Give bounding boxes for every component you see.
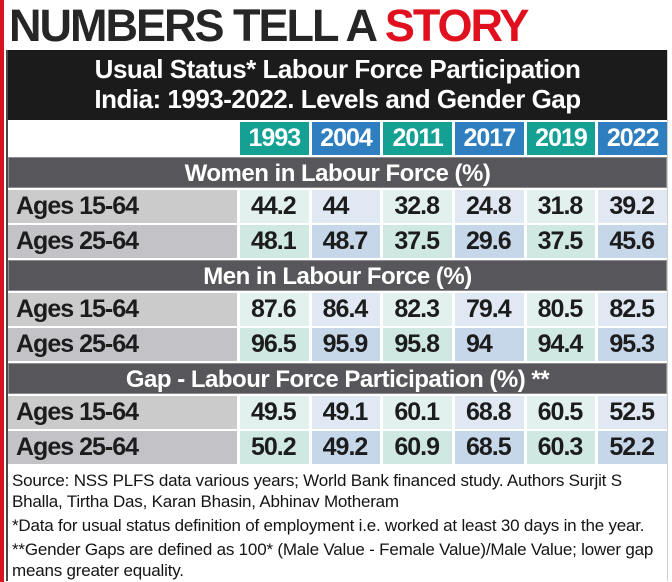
table-row-men-25-64: Ages 25-64 96.5 95.9 95.8 94 94.4 95.3 — [8, 328, 667, 361]
data-cell: 44.2 — [240, 190, 309, 223]
data-cell: 82.3 — [383, 293, 452, 326]
data-cell: 87.6 — [240, 293, 309, 326]
data-cell: 31.8 — [526, 190, 596, 223]
year-header-2019: 2019 — [526, 122, 596, 155]
row-label: Ages 25-64 — [8, 431, 237, 464]
data-cell: 29.6 — [454, 225, 524, 258]
table-title-line1: Usual Status* Labour Force Participation — [94, 54, 581, 84]
row-label: Ages 15-64 — [8, 396, 237, 429]
data-cell: 49.5 — [240, 396, 309, 429]
data-cell: 60.1 — [383, 396, 452, 429]
data-cell: 52.5 — [598, 396, 667, 429]
infographic-box: Usual Status* Labour Force Participation… — [6, 50, 668, 581]
year-header-2022: 2022 — [598, 122, 667, 155]
table-title-band: Usual Status* Labour Force Participation… — [8, 50, 667, 120]
row-label: Ages 25-64 — [8, 328, 237, 361]
data-cell: 49.2 — [311, 431, 381, 464]
row-label: Ages 25-64 — [8, 225, 237, 258]
data-cell: 44 — [311, 190, 381, 223]
row-label: Ages 15-64 — [8, 190, 237, 223]
year-header-2017: 2017 — [454, 122, 524, 155]
data-cell: 45.6 — [598, 225, 667, 258]
data-cell: 86.4 — [311, 293, 381, 326]
data-cell: 96.5 — [240, 328, 309, 361]
data-cell: 60.3 — [526, 431, 596, 464]
data-cell: 68.8 — [454, 396, 524, 429]
year-header-2011: 2011 — [383, 122, 452, 155]
table-row-women-25-64: Ages 25-64 48.1 48.7 37.5 29.6 37.5 45.6 — [8, 225, 667, 258]
section-header-women: Women in Labour Force (%) — [8, 157, 667, 188]
page-title-accent: STORY — [384, 0, 530, 51]
data-cell: 48.1 — [240, 225, 309, 258]
section-header-gap: Gap - Labour Force Participation (%) ** — [8, 363, 667, 394]
data-cell: 24.8 — [454, 190, 524, 223]
table-row-gap-25-64: Ages 25-64 50.2 49.2 60.9 68.5 60.3 52.2 — [8, 431, 667, 464]
data-cell: 94.4 — [526, 328, 596, 361]
data-cell: 50.2 — [240, 431, 309, 464]
data-cell: 60.9 — [383, 431, 452, 464]
data-cell: 79.4 — [454, 293, 524, 326]
data-cell: 49.1 — [311, 396, 381, 429]
table-row-women-15-64: Ages 15-64 44.2 44 32.8 24.8 31.8 39.2 — [8, 190, 667, 223]
footnotes: Source: NSS PLFS data various years; Wor… — [8, 464, 667, 581]
data-cell: 80.5 — [526, 293, 596, 326]
data-cell: 95.9 — [311, 328, 381, 361]
year-header-1993: 1993 — [240, 122, 309, 155]
data-cell: 95.8 — [383, 328, 452, 361]
data-cell: 82.5 — [598, 293, 667, 326]
data-cell: 37.5 — [383, 225, 452, 258]
data-cell: 52.2 — [598, 431, 667, 464]
page-title: NUMBERS TELL A STORY — [0, 0, 672, 50]
data-cell: 68.5 — [454, 431, 524, 464]
data-cell: 48.7 — [311, 225, 381, 258]
data-cell: 95.3 — [598, 328, 667, 361]
data-cell: 39.2 — [598, 190, 667, 223]
year-header-spacer — [8, 122, 237, 155]
table-row-gap-15-64: Ages 15-64 49.5 49.1 60.1 68.8 60.5 52.5 — [8, 396, 667, 429]
source-note: Source: NSS PLFS data various years; Wor… — [12, 471, 622, 511]
data-cell: 37.5 — [526, 225, 596, 258]
year-header-row: 1993 2004 2011 2017 2019 2022 — [8, 122, 667, 155]
year-header-2004: 2004 — [311, 122, 381, 155]
footnote-usual-status: *Data for usual status definition of emp… — [12, 516, 645, 535]
table-row-men-15-64: Ages 15-64 87.6 86.4 82.3 79.4 80.5 82.5 — [8, 293, 667, 326]
footnote-gender-gap: **Gender Gaps are defined as 100* (Male … — [12, 540, 654, 580]
data-cell: 94 — [454, 328, 524, 361]
page-title-black: NUMBERS TELL A — [9, 0, 385, 51]
row-label: Ages 15-64 — [8, 293, 237, 326]
table-title-line2: India: 1993-2022. Levels and Gender Gap — [94, 84, 581, 114]
data-cell: 32.8 — [383, 190, 452, 223]
section-header-men: Men in Labour Force (%) — [8, 260, 667, 291]
left-red-rule — [0, 0, 4, 582]
data-cell: 60.5 — [526, 396, 596, 429]
